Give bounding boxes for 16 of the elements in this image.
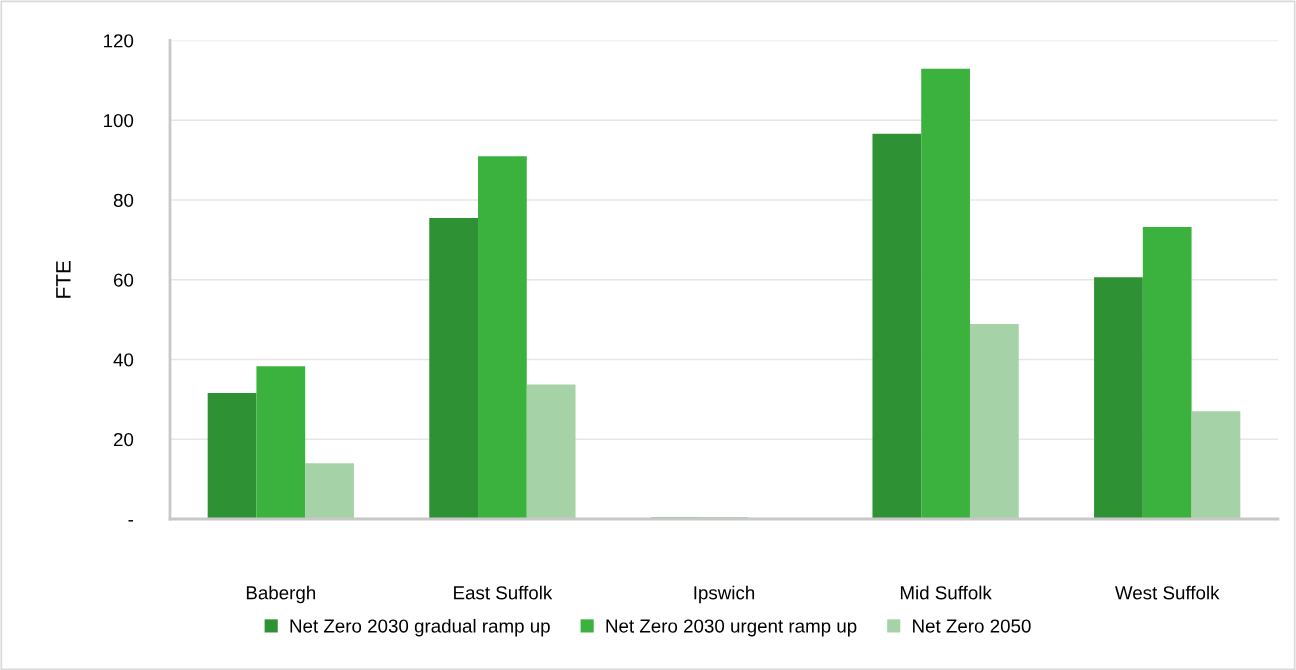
legend-label: Net Zero 2030 gradual ramp up bbox=[290, 618, 550, 637]
x-tick-label: Ipswich bbox=[694, 585, 755, 604]
y-tick-label: 80 bbox=[113, 193, 134, 207]
y-tick-label: 120 bbox=[104, 34, 134, 48]
y-axis-title: FTE bbox=[56, 260, 71, 298]
y-tick-label: 60 bbox=[113, 273, 134, 287]
y-tick-label: 40 bbox=[113, 353, 134, 367]
x-tick-label: Babergh bbox=[246, 585, 316, 604]
x-tick-label: West Suffolk bbox=[1114, 585, 1220, 600]
y-tick-label: 20 bbox=[113, 432, 134, 447]
x-tick-label: Mid Suffolk bbox=[900, 585, 992, 600]
y-tick-label: - bbox=[128, 520, 134, 522]
legend-label: Net Zero 2030 urgent ramp up bbox=[606, 619, 857, 637]
y-tick-label: 100 bbox=[104, 113, 134, 128]
x-tick-label: East Suffolk bbox=[454, 585, 553, 600]
legend-label: Net Zero 2050 bbox=[913, 619, 1031, 633]
